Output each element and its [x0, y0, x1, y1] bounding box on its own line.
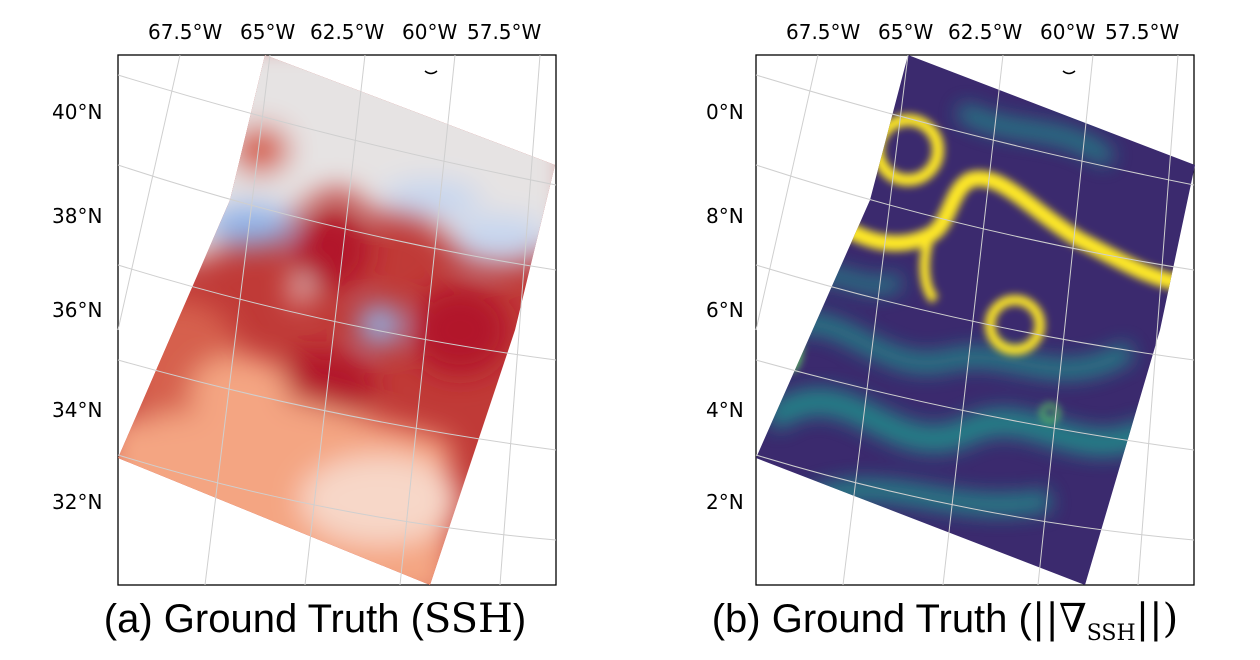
lat-label-0n: 0°N	[706, 100, 744, 124]
lon-label-60w: 60°W	[1040, 20, 1096, 44]
ssh-field	[118, 55, 555, 585]
caption-b-prefix: (b) Ground Truth (	[711, 597, 1032, 641]
caption-b-subscript: SSH	[1086, 621, 1136, 646]
caption-a: (a) Ground Truth (SSH)	[0, 596, 630, 642]
lon-label-62-5w: 62.5°W	[310, 20, 385, 44]
gradient-field	[756, 55, 1195, 585]
panel-ssh: 67.5°W 65°W 62.5°W 60°W 57.5°W 40°N 38°N…	[0, 20, 630, 642]
map-frame	[117, 54, 557, 586]
caption-a-prefix: (a) Ground Truth (	[103, 597, 424, 641]
lat-label-8n: 8°N	[706, 204, 744, 228]
ssh-map	[117, 54, 557, 586]
gradient-map	[755, 54, 1195, 586]
lat-label-32n: 32°N	[52, 490, 103, 514]
lat-label-34n: 34°N	[52, 398, 103, 422]
lon-label-62-5w: 62.5°W	[948, 20, 1023, 44]
map-marker-arc	[424, 70, 438, 75]
graticule	[755, 54, 1195, 586]
lat-label-40n: 40°N	[52, 100, 103, 124]
caption-a-math: SSH	[423, 596, 513, 642]
map-marker-arc	[1062, 70, 1076, 75]
caption-a-suffix: )	[512, 597, 527, 641]
graticule	[117, 54, 557, 586]
lon-label-67-5w: 67.5°W	[786, 20, 861, 44]
lat-label-36n: 36°N	[52, 298, 103, 322]
lat-label-38n: 38°N	[52, 204, 103, 228]
lon-label-67-5w: 67.5°W	[148, 20, 223, 44]
lon-label-57-5w: 57.5°W	[467, 20, 542, 44]
lat-label-6n: 6°N	[706, 298, 744, 322]
lat-label-2n: 2°N	[706, 490, 744, 514]
lon-label-60w: 60°W	[402, 20, 458, 44]
caption-b-suffix: ||)	[1135, 596, 1179, 642]
caption-b-math: ||∇	[1031, 596, 1087, 642]
lon-label-57-5w: 57.5°W	[1105, 20, 1180, 44]
panel-ssh-gradient: 67.5°W 65°W 62.5°W 60°W 57.5°W 0°N 8°N 6…	[630, 0, 1260, 660]
caption-b: (b) Ground Truth (||∇SSH||)	[630, 596, 1260, 646]
lon-label-65w: 65°W	[240, 20, 296, 44]
lat-label-4n: 4°N	[706, 398, 744, 422]
map-frame	[755, 54, 1195, 586]
lon-label-65w: 65°W	[878, 20, 934, 44]
